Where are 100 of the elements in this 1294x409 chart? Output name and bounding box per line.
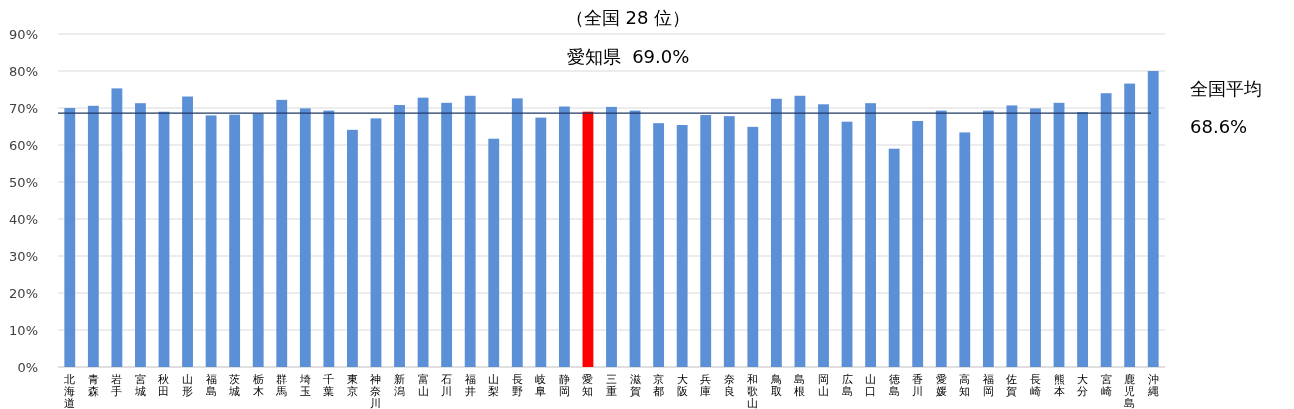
- x-tick-label: 茨城: [228, 373, 241, 398]
- bar: [700, 115, 712, 367]
- x-tick-label: 岐阜: [535, 373, 547, 398]
- x-tick-label: 山口: [865, 373, 877, 398]
- x-tick-label: 鳥取: [769, 373, 782, 398]
- bar: [982, 110, 994, 367]
- bar: [629, 110, 641, 367]
- bar: [841, 121, 853, 367]
- bar: [770, 98, 782, 367]
- text: 愛知県 69.0%: [566, 46, 690, 67]
- bar: [959, 132, 971, 367]
- x-tick-label: 栃木: [252, 373, 264, 398]
- x-tick-label: 青森: [87, 373, 99, 398]
- x-tick-label: 和歌山: [747, 373, 759, 409]
- x-tick-label: 広島: [841, 373, 853, 398]
- bar: [794, 95, 806, 367]
- bar: [229, 114, 241, 367]
- bar: [276, 99, 288, 367]
- x-tick-label: 島根: [794, 373, 806, 398]
- y-tick-label: 90%: [9, 27, 38, 42]
- x-tick-label: 岩手: [111, 373, 123, 398]
- bar: [935, 110, 947, 367]
- bar: [1147, 71, 1159, 367]
- x-tick-label: 沖縄: [1146, 373, 1159, 398]
- x-tick-label: 佐賀: [1006, 373, 1018, 398]
- x-tick-label: 東京: [346, 373, 358, 398]
- bar: [888, 148, 900, 367]
- x-tick-label: 福井: [464, 373, 476, 398]
- bar: [158, 111, 170, 367]
- chart-title: （全国 28 位）: [565, 7, 691, 28]
- x-tick-label: 香川: [912, 373, 924, 398]
- bar: [865, 103, 876, 367]
- x-tick-label: 静岡: [558, 373, 570, 398]
- x-tick-label: 群馬: [275, 373, 288, 398]
- x-tick-label: 埼玉: [298, 373, 311, 398]
- bar: [417, 97, 429, 367]
- bar: [535, 117, 547, 367]
- x-tick-label: 熊本: [1053, 373, 1065, 398]
- x-tick-label: 京都: [653, 373, 665, 398]
- y-tick-label: 40%: [9, 212, 38, 227]
- bar: [111, 88, 123, 367]
- bar: [606, 106, 617, 367]
- x-tick-label: 宮城: [133, 373, 146, 398]
- bar: [323, 110, 335, 367]
- bar: [676, 125, 688, 367]
- y-tick-label: 20%: [9, 286, 38, 301]
- y-tick-label: 10%: [9, 323, 38, 338]
- bar: [582, 111, 594, 367]
- x-tick-label: 徳島: [888, 373, 900, 398]
- bar: [252, 113, 264, 367]
- bar: [653, 123, 665, 367]
- bar: [347, 129, 358, 367]
- x-tick-label: 山梨: [488, 373, 500, 398]
- bar: [1077, 112, 1088, 367]
- y-tick-label: 30%: [9, 249, 38, 264]
- x-tick-label: 宮崎: [1100, 373, 1112, 398]
- bar: [723, 116, 735, 367]
- bar: [818, 104, 829, 367]
- bar: [1030, 108, 1041, 367]
- bar: [205, 115, 217, 367]
- x-tick-label: 兵庫: [700, 373, 712, 398]
- bar: [747, 126, 759, 367]
- bar: [370, 118, 382, 367]
- x-tick-label: 高知: [959, 373, 971, 398]
- bar: [488, 138, 500, 367]
- x-tick-label: 三重: [606, 373, 617, 398]
- x-tick-label: 秋田: [158, 373, 170, 398]
- bar: [135, 103, 146, 367]
- x-tick-label: 神奈川: [370, 373, 382, 409]
- x-tick-label: 大分: [1077, 373, 1089, 398]
- x-tick-label: 長野: [511, 373, 523, 398]
- bar: [1053, 102, 1065, 367]
- x-tick-label: 新潟: [394, 373, 406, 398]
- y-tick-label: 0%: [17, 360, 38, 375]
- y-tick-label: 80%: [9, 64, 38, 79]
- x-tick-label: 鹿児島: [1124, 373, 1136, 409]
- bar: [394, 105, 405, 367]
- x-tick-label: 奈良: [723, 373, 735, 398]
- x-tick-label: 大阪: [676, 373, 688, 398]
- bar: [912, 120, 924, 367]
- x-tick-label: 長崎: [1029, 373, 1041, 398]
- x-tick-label: 北海道: [64, 373, 76, 409]
- bar: [1124, 83, 1136, 367]
- x-tick-label: 愛知: [582, 373, 594, 398]
- bar: [441, 102, 453, 367]
- bar: [464, 95, 476, 367]
- ref-line-label: 全国平均 68.6%: [1190, 78, 1262, 137]
- bar: [64, 108, 76, 367]
- x-tick-label: 岡山: [817, 373, 829, 398]
- x-tick-label: 愛媛: [935, 373, 947, 398]
- x-tick-label: 福島: [205, 373, 217, 398]
- x-tick-label: 山形: [182, 373, 194, 398]
- y-tick-label: 60%: [9, 138, 38, 153]
- x-tick-label: 千葉: [323, 373, 335, 398]
- bar: [299, 108, 311, 367]
- bar: [558, 106, 570, 367]
- y-tick-label: 70%: [9, 101, 38, 116]
- x-tick-label: 富山: [417, 373, 429, 398]
- bar: [511, 98, 523, 367]
- bar: [182, 96, 193, 367]
